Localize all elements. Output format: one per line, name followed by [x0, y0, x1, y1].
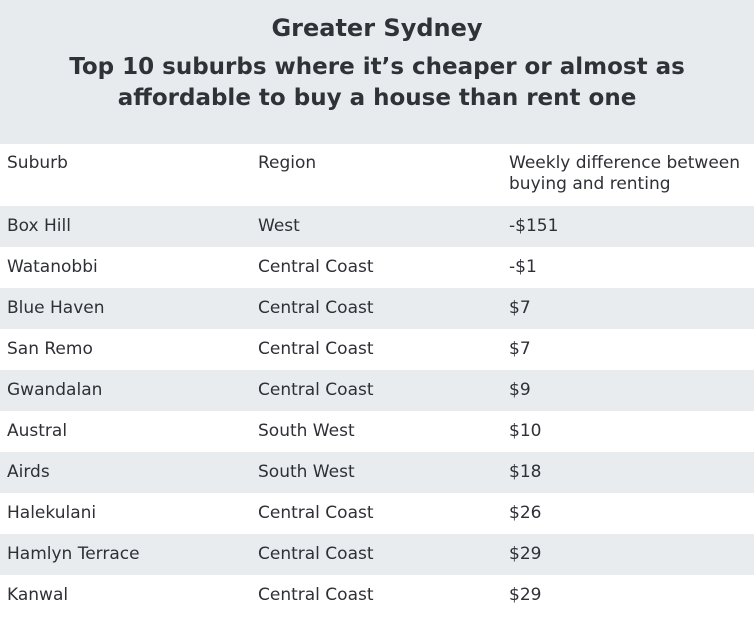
suburb-cell: Watanobbi [0, 247, 251, 288]
suburb-cell: Blue Haven [0, 288, 251, 329]
region-cell: Central Coast [251, 288, 502, 329]
region-cell: Central Coast [251, 575, 502, 616]
chart-header: Greater Sydney Top 10 suburbs where it’s… [0, 0, 754, 144]
chart-title: Top 10 suburbs where it’s cheaper or alm… [69, 54, 685, 111]
table-row: Watanobbi Central Coast -$1 [0, 247, 754, 288]
table-row: Blue Haven Central Coast $7 [0, 288, 754, 329]
suburb-cell: San Remo [0, 329, 251, 370]
difference-cell: $29 [502, 575, 754, 616]
suburb-cell: Box Hill [0, 206, 251, 247]
difference-cell: -$1 [502, 247, 754, 288]
data-table: Suburb Region Weekly difference between … [0, 144, 754, 616]
header-row: Suburb Region Weekly difference between … [0, 144, 754, 206]
column-header-weekly-difference: Weekly difference between buying and ren… [502, 144, 754, 206]
table-body: Box Hill West -$151 Watanobbi Central Coast -… [0, 206, 754, 616]
table-row: Hamlyn Terrace Central Coast $29 [0, 534, 754, 575]
table-row: Box Hill West -$151 [0, 206, 754, 247]
suburb-cell: Halekulani [0, 493, 251, 534]
region-cell: Central Coast [251, 329, 502, 370]
difference-cell: $7 [502, 288, 754, 329]
region-cell: Central Coast [251, 493, 502, 534]
table-row: Kanwal Central Coast $29 [0, 575, 754, 616]
difference-cell: $9 [502, 370, 754, 411]
difference-cell: $26 [502, 493, 754, 534]
suburb-cell: Airds [0, 452, 251, 493]
difference-cell: $10 [502, 411, 754, 452]
region-cell: South West [251, 411, 502, 452]
region-cell: Central Coast [251, 534, 502, 575]
difference-cell: $7 [502, 329, 754, 370]
region-cell: Central Coast [251, 370, 502, 411]
suburb-cell: Austral [0, 411, 251, 452]
column-header-suburb: Suburb [0, 144, 251, 206]
region-cell: Central Coast [251, 247, 502, 288]
table-row: San Remo Central Coast $7 [0, 329, 754, 370]
region-cell: South West [251, 452, 502, 493]
difference-cell: -$151 [502, 206, 754, 247]
difference-cell: $18 [502, 452, 754, 493]
table-header: Suburb Region Weekly difference between … [0, 144, 754, 206]
suburb-cell: Gwandalan [0, 370, 251, 411]
table-row: Airds South West $18 [0, 452, 754, 493]
chart-overline: Greater Sydney [271, 14, 483, 42]
suburb-cell: Hamlyn Terrace [0, 534, 251, 575]
table-row: Gwandalan Central Coast $9 [0, 370, 754, 411]
suburb-cell: Kanwal [0, 575, 251, 616]
column-header-region: Region [251, 144, 502, 206]
region-cell: West [251, 206, 502, 247]
difference-cell: $29 [502, 534, 754, 575]
table-row: Austral South West $10 [0, 411, 754, 452]
table-row: Halekulani Central Coast $26 [0, 493, 754, 534]
